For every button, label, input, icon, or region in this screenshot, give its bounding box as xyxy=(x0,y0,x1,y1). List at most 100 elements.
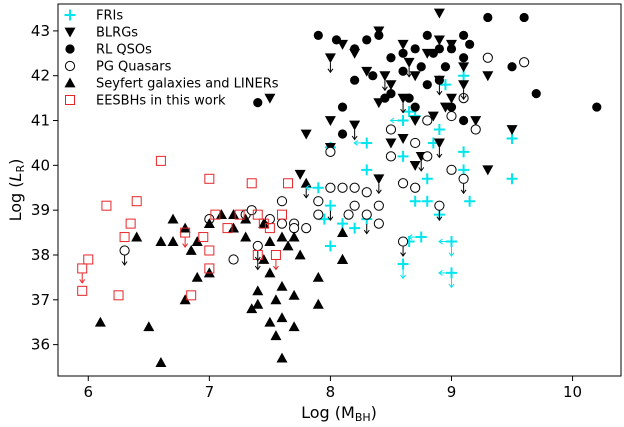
data-point xyxy=(167,236,179,246)
data-point xyxy=(433,8,445,19)
data-point xyxy=(270,294,282,305)
data-point xyxy=(592,102,602,112)
data-point xyxy=(180,227,191,238)
data-point xyxy=(386,53,396,63)
y-tick-label: 42 xyxy=(31,67,50,85)
data-point xyxy=(458,146,470,158)
data-point xyxy=(421,173,433,185)
data-point xyxy=(459,53,469,63)
data-point xyxy=(125,218,136,229)
data-point xyxy=(379,71,391,82)
legend-marker xyxy=(64,60,76,72)
data-point xyxy=(246,178,257,189)
upper-limit-arrow xyxy=(381,80,388,92)
data-point xyxy=(361,66,373,77)
legend-item: EESBHs in this work xyxy=(65,94,226,109)
data-point xyxy=(94,316,106,327)
legend-label: EESBHs in this work xyxy=(96,94,226,109)
data-point xyxy=(276,352,288,363)
data-point xyxy=(294,169,306,180)
data-point xyxy=(222,223,233,234)
y-tick-label: 40 xyxy=(31,156,50,174)
legend-item: PG Quasars xyxy=(64,60,172,75)
data-point xyxy=(276,218,288,229)
upper-limit-arrow xyxy=(418,161,425,172)
data-point xyxy=(131,196,142,207)
legend-marker xyxy=(65,95,75,105)
y-tick-label: 39 xyxy=(31,201,50,219)
y-axis: 36 37 38 39 40 41 42 43 xyxy=(31,22,58,354)
data-point xyxy=(458,164,470,176)
x-axis-label: Log (MBH) xyxy=(301,403,377,424)
data-point xyxy=(203,218,215,229)
series-5 xyxy=(77,155,294,301)
data-point xyxy=(421,195,433,207)
data-point xyxy=(410,44,420,54)
data-point xyxy=(361,137,373,149)
data-point xyxy=(155,357,167,367)
data-point xyxy=(373,200,384,211)
data-point xyxy=(119,232,130,243)
upper-limit-arrow xyxy=(436,210,443,222)
data-point xyxy=(434,200,445,211)
data-point xyxy=(531,89,541,99)
data-point xyxy=(397,236,409,247)
upper-limit-arrow xyxy=(436,85,443,96)
legend-label: Seyfert galaxies and LINERs xyxy=(96,77,279,92)
data-point xyxy=(470,116,482,127)
series-4 xyxy=(94,177,349,367)
y-tick-label: 36 xyxy=(31,336,50,354)
legend-marker xyxy=(64,9,76,21)
data-point xyxy=(282,240,294,251)
data-point xyxy=(113,290,124,301)
upper-limit-arrow xyxy=(406,67,413,78)
upper-limit-arrow xyxy=(327,210,334,222)
legend-label: RL QSOs xyxy=(96,43,152,58)
x-axis-label-main: Log (M xyxy=(301,403,355,422)
data-point xyxy=(264,236,276,246)
legend-marker xyxy=(65,44,75,54)
data-point xyxy=(349,182,360,193)
y-axis-label-end: ) xyxy=(6,159,25,165)
plot-area xyxy=(57,3,622,377)
data-point xyxy=(264,223,275,234)
data-point xyxy=(506,173,518,185)
data-point xyxy=(433,123,445,135)
data-point xyxy=(459,115,469,126)
data-point xyxy=(313,196,324,207)
data-point xyxy=(362,35,372,45)
data-point xyxy=(458,173,469,184)
data-point xyxy=(324,200,336,212)
upper-limit-arrow xyxy=(182,237,189,248)
data-point xyxy=(446,110,457,122)
data-point xyxy=(288,289,300,300)
y-axis-label-italic: L xyxy=(6,173,25,182)
data-point xyxy=(155,155,166,166)
data-point xyxy=(313,209,324,220)
data-point xyxy=(312,271,324,282)
data-point xyxy=(179,294,191,305)
data-point xyxy=(167,213,179,224)
data-point xyxy=(337,102,348,112)
y-axis-label: Log (LR) xyxy=(6,159,27,222)
data-point xyxy=(204,245,215,256)
data-point xyxy=(337,253,349,264)
data-point xyxy=(228,254,239,265)
data-point xyxy=(276,231,288,242)
data-point xyxy=(349,200,360,211)
data-point xyxy=(325,182,336,193)
data-point xyxy=(288,321,300,332)
upper-limit-arrow xyxy=(400,246,406,257)
data-point xyxy=(215,209,227,220)
data-point xyxy=(409,160,421,171)
data-point xyxy=(433,35,445,46)
x-tick-label: 9 xyxy=(447,383,457,401)
series-3 xyxy=(119,52,530,265)
data-point xyxy=(191,236,203,246)
data-point xyxy=(276,280,288,291)
upper-limit-arrow xyxy=(121,255,128,266)
data-point xyxy=(349,120,361,131)
upper-limit-arrow xyxy=(460,183,467,195)
data-point xyxy=(464,195,476,207)
data-point xyxy=(283,178,294,189)
